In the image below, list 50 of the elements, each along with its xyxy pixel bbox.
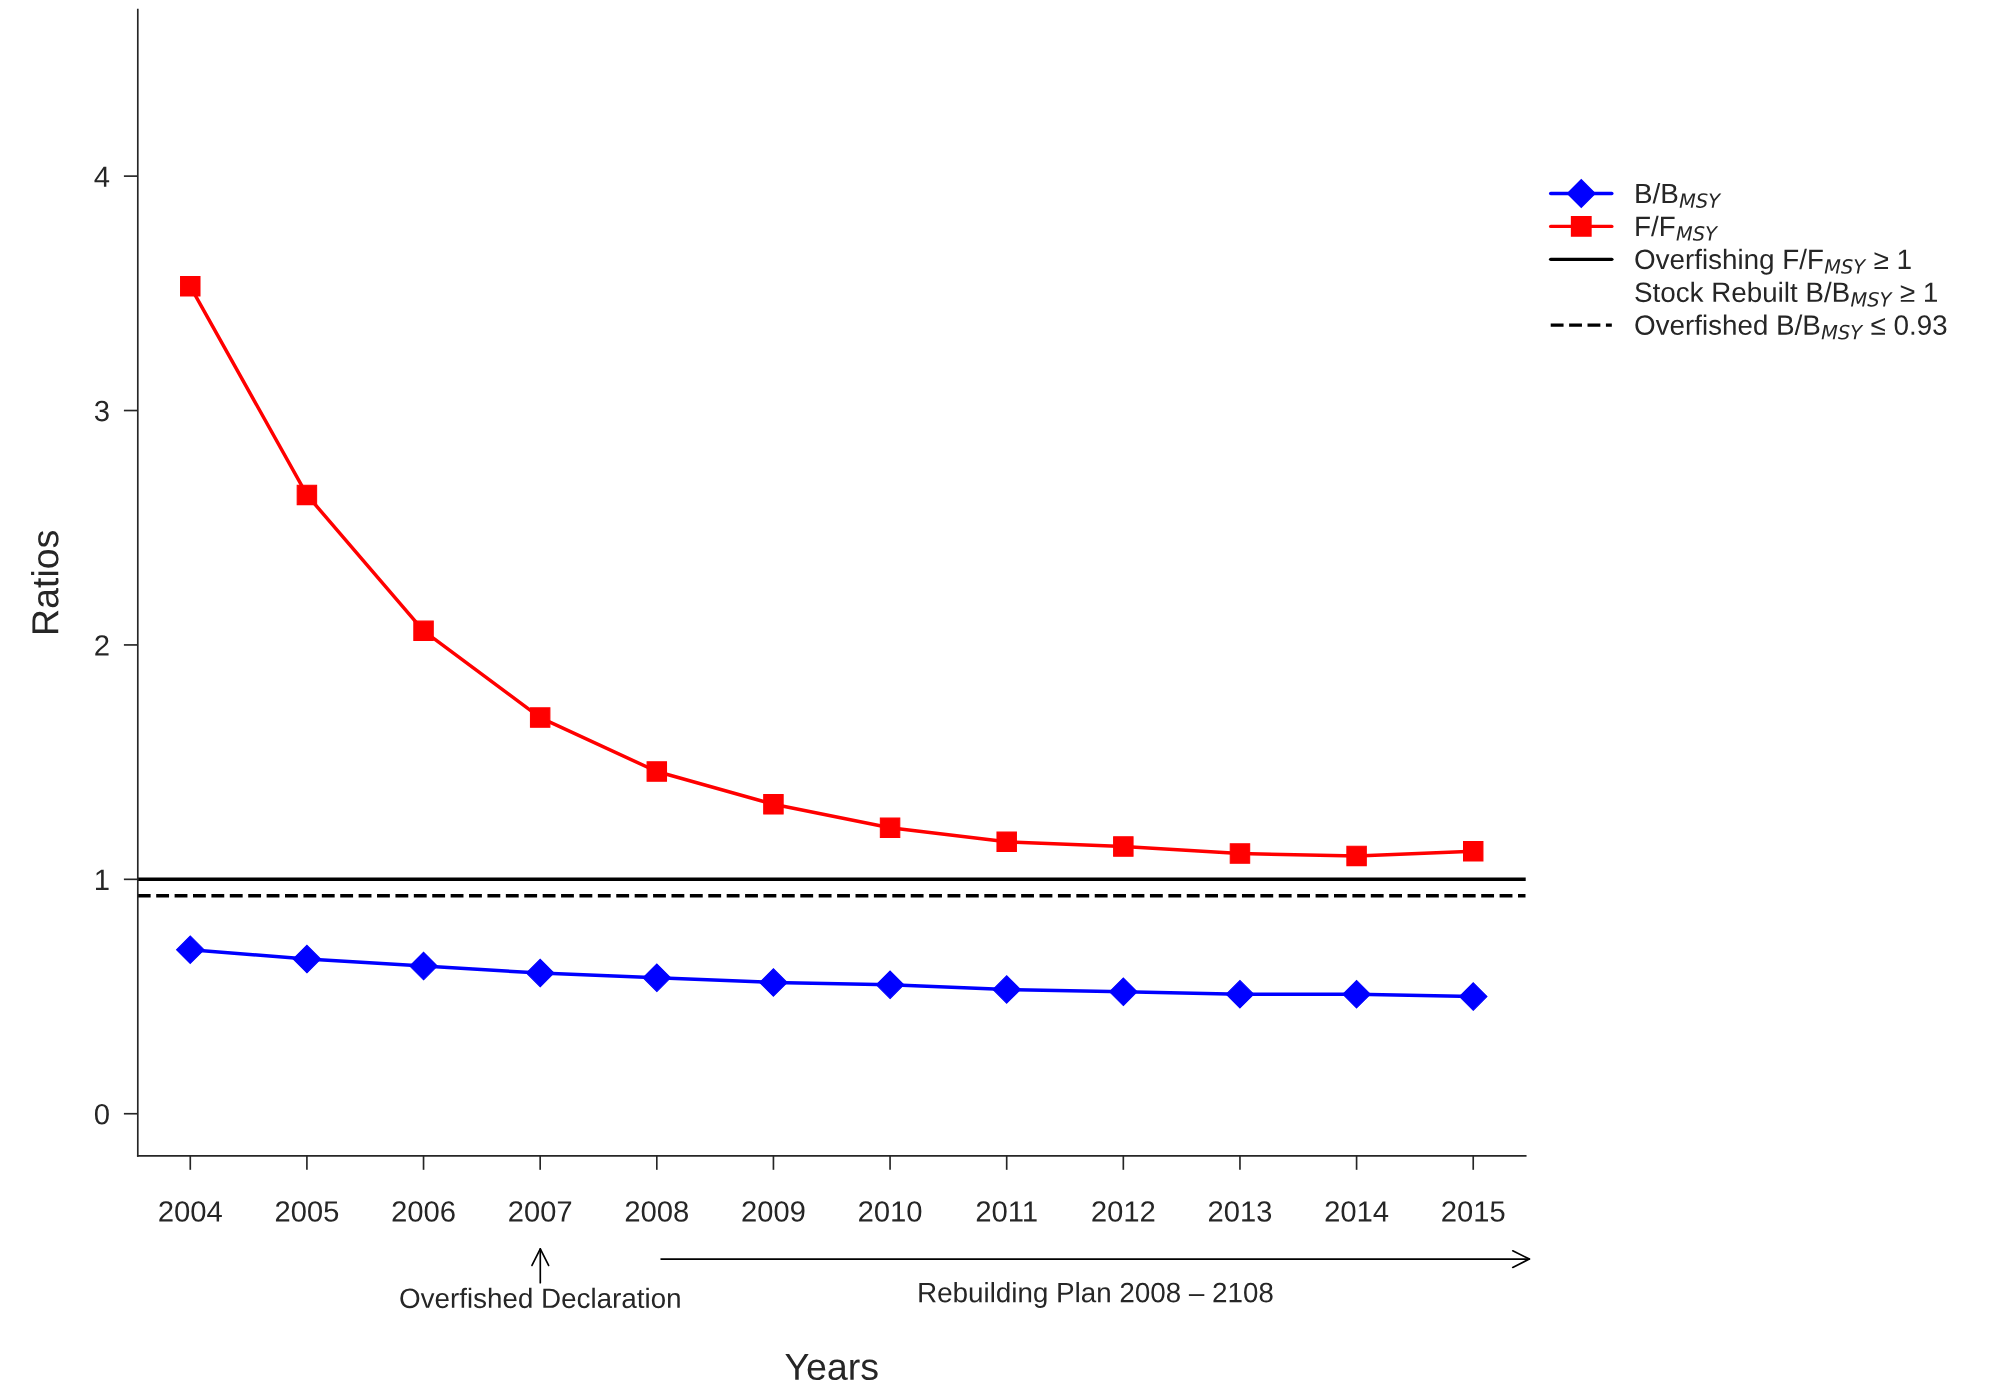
point xyxy=(413,620,434,642)
x-tick-label: 2011 xyxy=(976,1201,1037,1222)
point xyxy=(1229,843,1251,864)
legend-label: B/B$_{MSY}$ xyxy=(1636,182,1722,208)
x-tick-label: 2013 xyxy=(1208,1201,1272,1222)
point xyxy=(875,970,905,1000)
text: Stock Rebuilt B/B$_{MSY}$ ≥ 1 xyxy=(1635,281,1937,307)
point xyxy=(992,975,1021,1004)
x-tick-label: 2005 xyxy=(275,1201,339,1222)
x-tick-label: 2006 xyxy=(392,1201,455,1222)
x-tick-label: 2015 xyxy=(1442,1201,1505,1222)
point xyxy=(292,944,322,974)
point xyxy=(1458,982,1488,1011)
point xyxy=(1225,979,1255,1009)
point xyxy=(409,951,438,981)
point xyxy=(1342,979,1371,1009)
point xyxy=(759,968,788,997)
text: Rebuilding Plan 2008 – 2108 xyxy=(919,1282,1273,1308)
x-tick-label: 2014 xyxy=(1325,1201,1389,1222)
y-tick-label: 4 xyxy=(94,166,110,187)
point xyxy=(296,484,318,506)
legend-label: F/F$_{MSY}$ xyxy=(1636,215,1719,241)
x-tick-label: 2010 xyxy=(859,1201,922,1222)
x-tick-label: 2012 xyxy=(1092,1201,1155,1222)
point xyxy=(879,817,901,838)
x-tick-label: 2007 xyxy=(509,1201,572,1222)
y-tick-label: 3 xyxy=(94,400,109,422)
x-axis-title: Years xyxy=(785,1353,878,1381)
point xyxy=(1346,845,1367,867)
y-axis-title: Ratios xyxy=(31,531,59,633)
x-tick-label: 2009 xyxy=(742,1201,805,1222)
point xyxy=(1109,977,1138,1007)
point xyxy=(525,958,555,988)
text: Overfished Declaration xyxy=(400,1287,680,1309)
point xyxy=(180,276,201,297)
point xyxy=(642,963,672,993)
legend-label: Overfishing F/F$_{MSY}$ ≥ 1 xyxy=(1635,248,1911,275)
point xyxy=(529,707,551,728)
point xyxy=(1462,840,1484,862)
x-tick-label: 2004 xyxy=(159,1201,222,1222)
point xyxy=(176,935,205,964)
y-tick-label: 2 xyxy=(95,635,109,656)
y-tick-label: 1 xyxy=(96,869,109,890)
point xyxy=(763,794,784,815)
x-tick-label: 2008 xyxy=(625,1201,688,1222)
point xyxy=(996,831,1017,853)
point xyxy=(1113,836,1134,857)
y-tick-label: 0 xyxy=(94,1103,109,1125)
legend-label: Overfished B/B$_{MSY}$ ≤ 0.93 xyxy=(1635,314,1947,340)
point xyxy=(646,761,668,782)
